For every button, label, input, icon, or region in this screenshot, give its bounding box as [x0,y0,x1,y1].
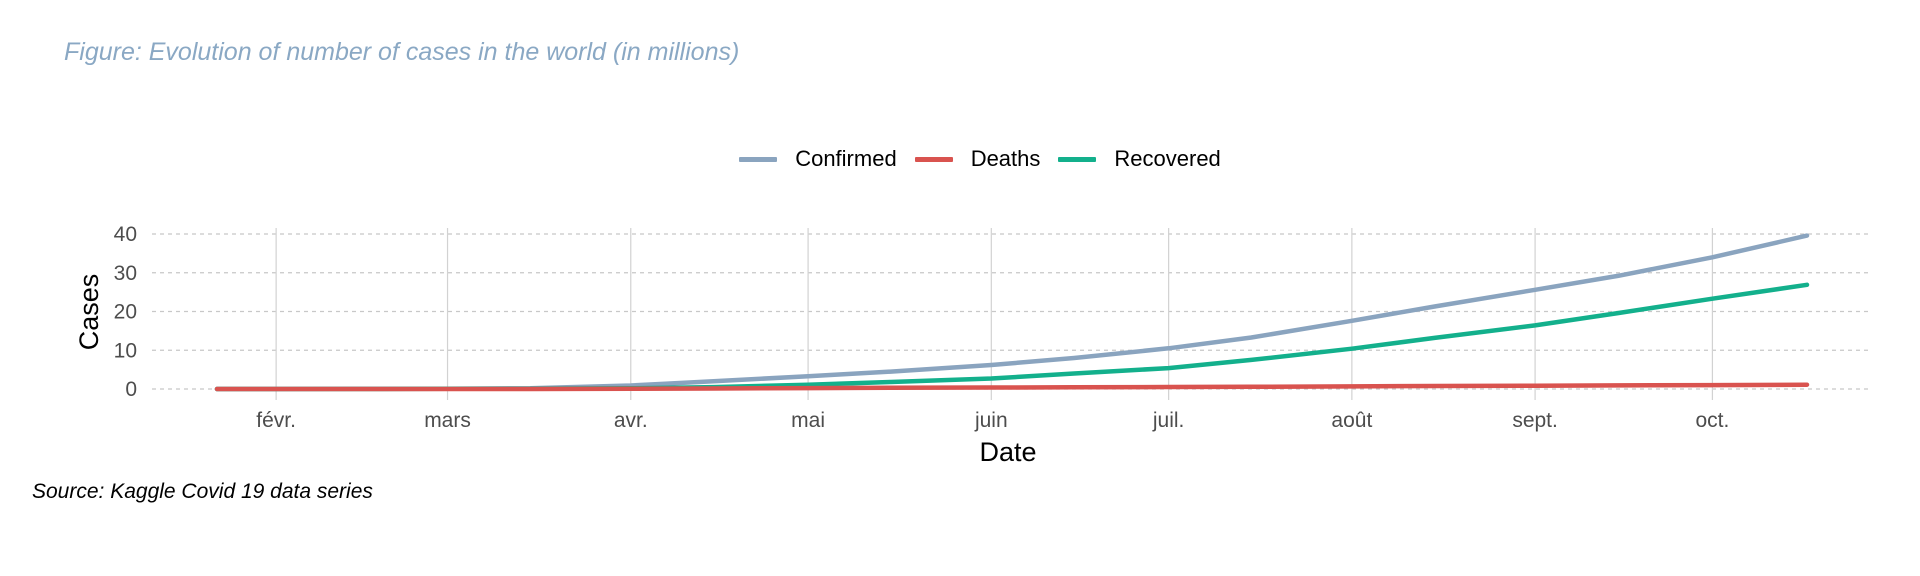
legend-item-recovered: Recovered [1058,146,1221,172]
y-tick-label: 0 [125,378,137,401]
series-line-confirmed [214,233,1810,392]
x-tick-label: août [1331,409,1372,432]
x-tick-label: oct. [1695,409,1729,432]
y-tick-label: 20 [114,301,137,324]
legend-label-deaths: Deaths [970,146,1041,171]
x-tick-label: mai [791,409,825,432]
x-tick-label: juin [974,409,1008,432]
x-tick-label: févr. [256,409,296,432]
chart-legend: Confirmed Deaths Recovered [0,146,1920,172]
legend-item-confirmed: Confirmed [739,146,897,172]
legend-label-recovered: Recovered [1114,146,1221,171]
series-line-deaths [214,382,1810,392]
x-tick-label: mars [424,409,471,432]
legend-label-confirmed: Confirmed [795,146,897,171]
legend-key-recovered [1058,156,1097,162]
legend-key-confirmed [739,156,778,162]
y-tick-label: 40 [114,223,137,246]
x-tick-label: juil. [1152,409,1185,432]
tick-layer: 0 10 20 30 40 févr. mars avr. mai juin juil. août se… [114,223,1730,432]
chart-caption: Source: Kaggle Covid 19 data series [32,480,373,503]
chart-title: Figure: Evolution of number of cases in … [64,38,740,66]
series-layer [214,233,1810,392]
x-axis-title: Date [979,437,1036,467]
y-tick-label: 10 [114,339,137,362]
legend-key-deaths [914,156,953,162]
x-tick-label: avr. [614,409,648,432]
legend-item-deaths: Deaths [914,146,1041,172]
y-axis-title: Cases [74,274,104,351]
series-line-recovered [214,282,1810,392]
y-tick-label: 30 [114,262,137,285]
x-tick-label: sept. [1512,409,1558,432]
